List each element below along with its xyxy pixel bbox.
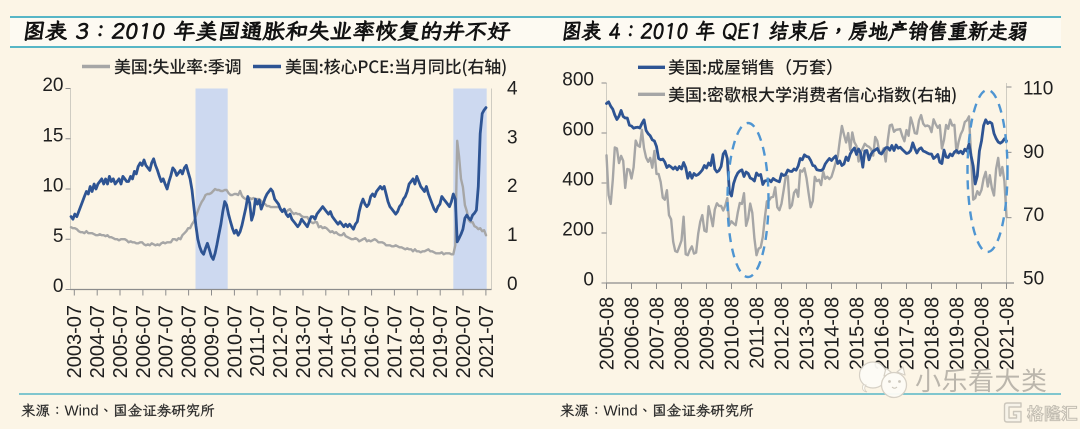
svg-text:2017-08: 2017-08 xyxy=(896,297,918,370)
svg-text:2015-08: 2015-08 xyxy=(846,297,868,370)
svg-text:1: 1 xyxy=(507,225,518,246)
svg-text:2016-07: 2016-07 xyxy=(362,305,384,378)
svg-text:2012-08: 2012-08 xyxy=(771,297,793,370)
svg-text:2019-08: 2019-08 xyxy=(946,297,968,370)
svg-text:2: 2 xyxy=(507,176,518,197)
svg-text:Wind: Wind xyxy=(604,403,638,420)
svg-text:90: 90 xyxy=(1023,142,1044,163)
svg-text:2009-07: 2009-07 xyxy=(201,305,223,378)
svg-text:2006-07: 2006-07 xyxy=(133,305,155,378)
svg-text:2008-07: 2008-07 xyxy=(179,305,201,378)
svg-text:20: 20 xyxy=(42,75,63,96)
svg-text:2004-07: 2004-07 xyxy=(87,305,109,378)
svg-text:200: 200 xyxy=(562,220,594,241)
svg-text:2018-08: 2018-08 xyxy=(921,297,943,370)
svg-text:0: 0 xyxy=(53,276,64,297)
svg-text:2010-07: 2010-07 xyxy=(224,305,246,378)
svg-text:0: 0 xyxy=(583,270,594,291)
svg-text:70: 70 xyxy=(1023,205,1044,226)
svg-text:2011-07: 2011-07 xyxy=(247,305,269,377)
svg-text:2014-08: 2014-08 xyxy=(821,297,843,370)
svg-text:2005-07: 2005-07 xyxy=(110,305,132,378)
svg-text:2003-07: 2003-07 xyxy=(64,305,86,378)
svg-text:Wind: Wind xyxy=(65,403,99,420)
svg-text:2013-08: 2013-08 xyxy=(796,297,818,370)
svg-text:5: 5 xyxy=(53,226,64,247)
svg-text:15: 15 xyxy=(42,125,63,146)
svg-text:10: 10 xyxy=(42,176,63,197)
svg-text:2005-08: 2005-08 xyxy=(596,297,618,370)
svg-text:3: 3 xyxy=(507,127,518,148)
svg-text:2006-08: 2006-08 xyxy=(621,297,643,370)
svg-text:2020-07: 2020-07 xyxy=(453,305,475,378)
svg-text:2019-07: 2019-07 xyxy=(430,305,452,378)
svg-text:2020-08: 2020-08 xyxy=(971,297,993,370)
svg-text:2013-07: 2013-07 xyxy=(293,305,315,378)
svg-text:2015-07: 2015-07 xyxy=(339,305,361,378)
svg-text:110: 110 xyxy=(1023,79,1053,100)
svg-text:400: 400 xyxy=(562,170,594,191)
svg-text:4: 4 xyxy=(507,78,518,99)
svg-text:600: 600 xyxy=(562,120,594,141)
svg-text:2008-08: 2008-08 xyxy=(671,297,693,370)
svg-text:2017-07: 2017-07 xyxy=(384,305,406,378)
svg-text:2018-07: 2018-07 xyxy=(407,305,429,378)
svg-text:50: 50 xyxy=(1023,268,1044,289)
svg-text:2011-08: 2011-08 xyxy=(746,297,768,369)
svg-text:2016-08: 2016-08 xyxy=(871,297,893,370)
svg-text:2010-08: 2010-08 xyxy=(721,297,743,370)
svg-text:2014-07: 2014-07 xyxy=(316,305,338,378)
svg-text:800: 800 xyxy=(562,70,594,91)
svg-text:0: 0 xyxy=(507,274,518,295)
svg-text:2009-08: 2009-08 xyxy=(696,297,718,370)
svg-text:2007-08: 2007-08 xyxy=(646,297,668,370)
svg-text:2021-08: 2021-08 xyxy=(996,297,1018,370)
svg-text:2007-07: 2007-07 xyxy=(156,305,178,378)
svg-text:2021-07: 2021-07 xyxy=(476,305,498,378)
svg-text:2012-07: 2012-07 xyxy=(270,305,292,378)
